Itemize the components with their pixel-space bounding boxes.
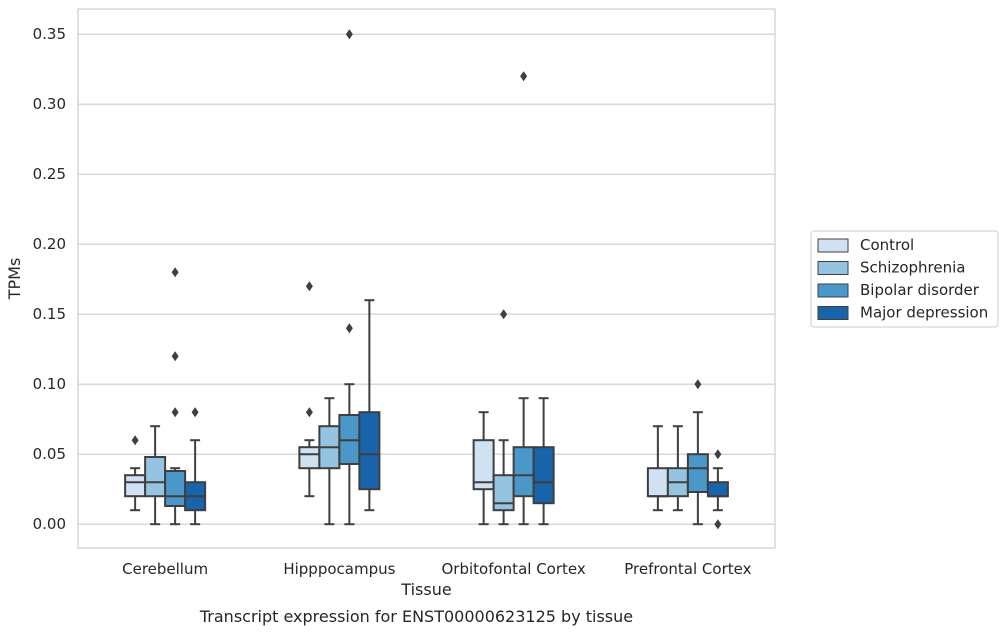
y-axis-label: TPMs bbox=[5, 258, 24, 301]
boxes bbox=[124, 29, 729, 530]
box-body bbox=[144, 456, 167, 498]
outlier-point bbox=[345, 323, 353, 334]
outlier-point bbox=[191, 407, 199, 418]
box-schizophrenia bbox=[144, 425, 167, 526]
legend-swatch bbox=[817, 238, 849, 253]
box-body bbox=[124, 474, 147, 498]
box-bipolar-disorder bbox=[164, 267, 187, 526]
outlier-point bbox=[520, 71, 528, 82]
box-control bbox=[472, 411, 495, 526]
legend-swatch bbox=[817, 306, 849, 320]
outlier-point bbox=[345, 29, 353, 40]
box-schizophrenia bbox=[666, 425, 689, 512]
box-schizophrenia bbox=[318, 397, 341, 526]
box-control bbox=[646, 425, 669, 512]
box-bipolar-disorder bbox=[512, 71, 535, 526]
outlier-point bbox=[714, 449, 722, 460]
y-tick-label: 0.20 bbox=[33, 235, 66, 253]
box-major-depression bbox=[706, 449, 729, 530]
outlier-point bbox=[305, 281, 313, 292]
chart-caption: Transcript expression for ENST0000062312… bbox=[199, 607, 633, 626]
box-schizophrenia bbox=[492, 309, 515, 526]
box-bipolar-disorder bbox=[686, 379, 709, 526]
legend-label: Bipolar disorder bbox=[860, 281, 980, 299]
x-tick-label: Hipppocampus bbox=[283, 560, 395, 578]
x-axis-label: Tissue bbox=[400, 580, 451, 599]
legend: Control Schizophrenia Bipolar disorder Majo… bbox=[810, 230, 999, 328]
outlier-point bbox=[131, 435, 139, 446]
box-body bbox=[706, 481, 729, 498]
outlier-point bbox=[500, 309, 508, 320]
box-major-depression bbox=[184, 407, 207, 526]
box-body bbox=[298, 446, 321, 470]
y-tick-label: 0.25 bbox=[33, 165, 66, 183]
legend-swatch bbox=[817, 261, 849, 275]
x-tick-label: Prefrontal Cortex bbox=[624, 560, 751, 578]
box-control bbox=[124, 435, 147, 512]
box-body bbox=[512, 446, 535, 498]
y-tick-labels: 0.00 0.05 0.10 0.15 0.20 0.25 0.30 0.35 bbox=[33, 25, 66, 533]
box-bipolar-disorder bbox=[338, 29, 361, 526]
legend-label: Control bbox=[860, 236, 914, 254]
legend-label: Major depression bbox=[860, 304, 988, 322]
y-tick-label: 0.15 bbox=[33, 305, 66, 323]
box-body bbox=[472, 439, 495, 491]
y-tick-label: 0.30 bbox=[33, 95, 66, 113]
legend-swatch bbox=[817, 283, 849, 298]
box-major-depression bbox=[358, 299, 381, 512]
plot-frame bbox=[77, 8, 776, 549]
outlier-point bbox=[171, 351, 179, 362]
x-tick-labels: Cerebellum Hipppocampus Orbitofontal Corte… bbox=[122, 560, 751, 578]
x-tick-label: Orbitofontal Cortex bbox=[442, 560, 586, 578]
box-body bbox=[686, 453, 709, 494]
outlier-point bbox=[171, 267, 179, 278]
box-control bbox=[298, 281, 321, 498]
x-tick-label: Cerebellum bbox=[122, 560, 208, 578]
box-major-depression bbox=[532, 397, 555, 526]
box-body bbox=[164, 470, 187, 507]
gridlines bbox=[78, 33, 775, 525]
y-tick-label: 0.05 bbox=[33, 445, 66, 463]
legend-frame bbox=[810, 230, 999, 328]
box-body bbox=[532, 446, 555, 505]
outlier-point bbox=[714, 519, 722, 530]
y-tick-label: 0.10 bbox=[33, 375, 66, 393]
box-body bbox=[492, 474, 515, 512]
box-body bbox=[646, 467, 669, 498]
outlier-point bbox=[305, 407, 313, 418]
box-body bbox=[358, 411, 381, 491]
outlier-point bbox=[171, 407, 179, 418]
outlier-point bbox=[694, 379, 702, 390]
y-tick-label: 0.00 bbox=[33, 515, 66, 533]
y-tick-label: 0.35 bbox=[33, 25, 66, 43]
legend-label: Schizophrenia bbox=[860, 259, 965, 277]
